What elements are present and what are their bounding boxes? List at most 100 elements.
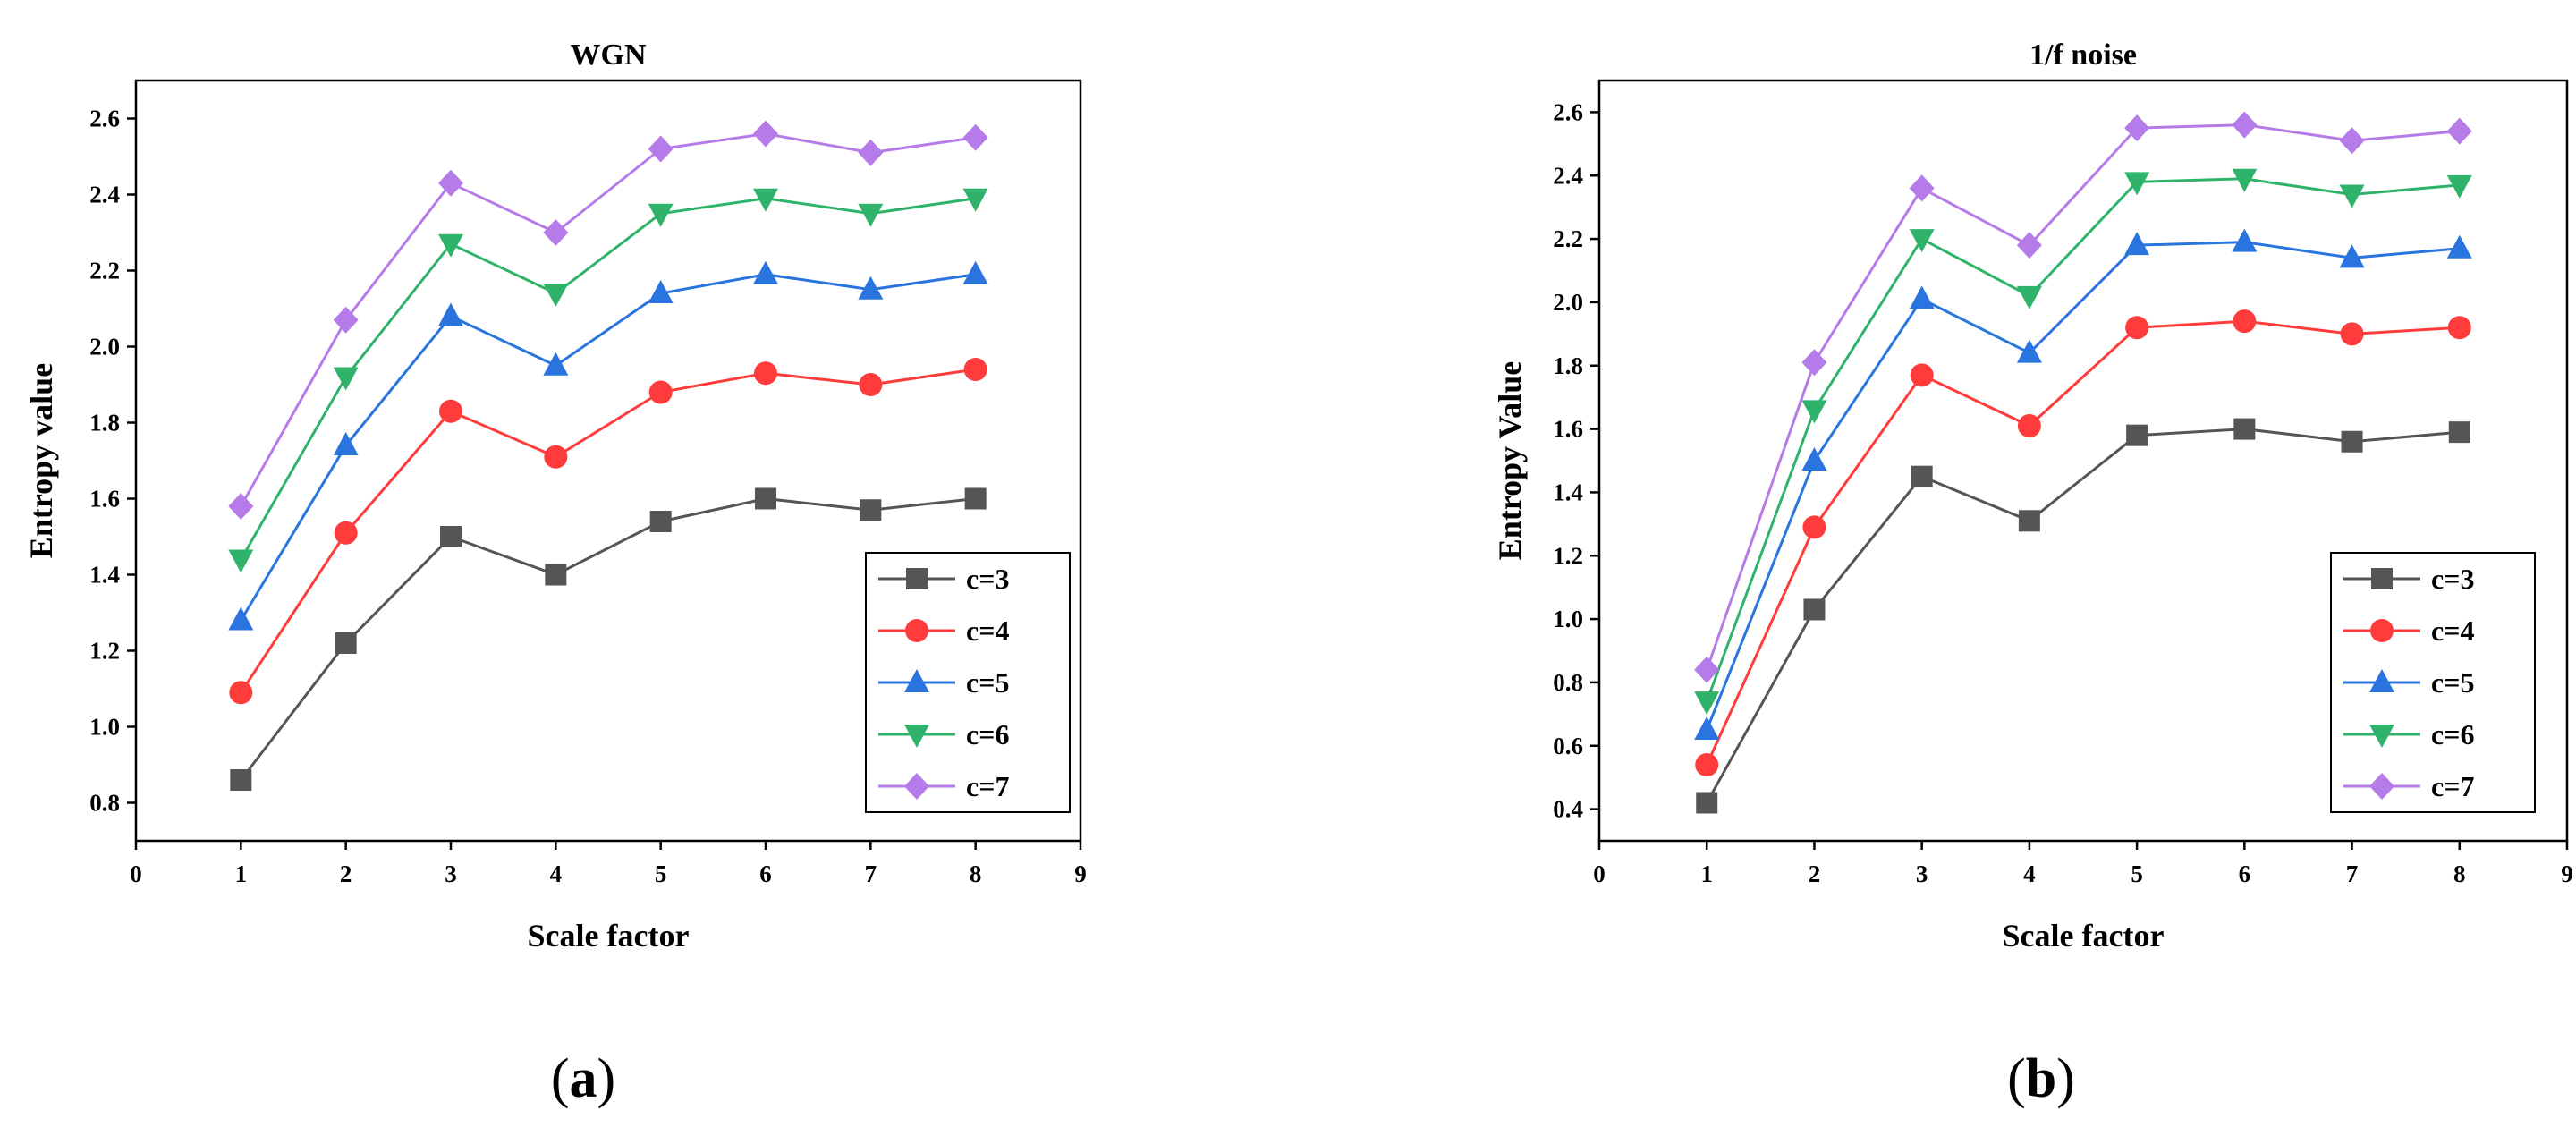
x-tick-label: 8 (970, 860, 982, 887)
x-tick-label: 2 (340, 860, 352, 887)
data-point (962, 123, 988, 151)
x-tick-label: 8 (2453, 860, 2466, 887)
data-point (334, 521, 358, 545)
series-c=3 (1696, 418, 2470, 814)
data-point (2339, 127, 2365, 155)
series-c=7 (1694, 111, 2472, 683)
data-point (859, 373, 883, 396)
x-tick-label: 4 (550, 860, 563, 887)
data-point (2340, 322, 2364, 346)
data-point (440, 526, 462, 547)
data-point (1911, 465, 1933, 487)
data-point (964, 487, 987, 510)
series-c=3 (230, 487, 987, 791)
data-point (2339, 184, 2365, 208)
x-tick-label: 0 (130, 860, 142, 887)
data-point (858, 139, 884, 166)
data-point (438, 169, 463, 197)
legend: c=3 c=4 c=5 c=6 c=7 (2330, 552, 2536, 813)
y-tick-label: 1.2 (89, 638, 120, 665)
series-line (1705, 177, 2460, 702)
y-axis-label: Entropy value (23, 363, 59, 558)
series-line (1705, 123, 2460, 671)
y-tick-label: 1.6 (89, 486, 120, 513)
y-tick-label: 1.6 (1553, 416, 1583, 443)
chart-title: WGN (571, 38, 647, 72)
y-tick-label: 2.4 (89, 182, 120, 208)
chart-panel-b: 1/f noise 0 1 2 3 4 5 6 7 8 9 0.4 0.6 0.8 1.0 1.2 1.4 1.6… (1492, 38, 2573, 1109)
y-tick-label: 2.2 (1553, 225, 1583, 252)
data-point (858, 203, 884, 227)
x-tick-label: 3 (445, 860, 457, 887)
data-point (1694, 716, 1720, 741)
x-tick-label: 7 (865, 860, 877, 887)
legend-marker (2370, 619, 2394, 642)
data-point (1694, 656, 1720, 683)
y-tick-label: 1.4 (1553, 479, 1583, 505)
data-point (2446, 234, 2472, 259)
data-point (1694, 691, 1720, 716)
data-point (1909, 285, 1935, 309)
x-tick-label: 0 (1593, 860, 1606, 887)
data-point (2124, 172, 2150, 196)
data-point (648, 203, 674, 227)
legend-label: c=7 (966, 770, 1009, 802)
data-point (2124, 232, 2150, 256)
series-c=5 (1694, 228, 2472, 741)
data-point (2124, 114, 2150, 142)
series-line (1705, 428, 2460, 804)
data-point (1695, 753, 1719, 776)
data-point (1801, 349, 1827, 377)
y-tick-label: 0.8 (89, 790, 120, 817)
legend-label: c=6 (2431, 718, 2474, 750)
series-line (240, 368, 976, 694)
x-tick-label: 1 (235, 860, 248, 887)
y-tick-label: 1.8 (1553, 352, 1583, 379)
legend-label: c=6 (966, 718, 1009, 750)
x-tick-label: 3 (1916, 860, 1928, 887)
y-tick-label: 2.0 (1553, 289, 1583, 316)
legend-label: c=3 (966, 563, 1009, 595)
series-line (1705, 319, 2460, 766)
data-point (1802, 515, 1826, 539)
y-tick-label: 1.2 (1553, 542, 1583, 569)
data-point (333, 432, 359, 455)
y-tick-label: 2.6 (1553, 98, 1583, 125)
series-line (240, 197, 976, 561)
y-tick-label: 2.4 (1553, 162, 1583, 189)
data-point (1696, 792, 1718, 814)
data-point (543, 219, 569, 246)
data-point (755, 487, 776, 510)
legend-marker (904, 669, 929, 692)
panel-label: (b) (2007, 1048, 2075, 1109)
y-tick-label: 1.4 (89, 562, 120, 589)
data-point (860, 499, 882, 521)
y-tick-label: 1.8 (89, 410, 120, 437)
chart-panel-a: WGN 0 1 2 3 4 5 6 7 8 9 0.8 1.0 1.2 1.4 1.6 1.8 2.0 2.2 2.4… (23, 38, 1087, 1109)
data-point (2448, 421, 2470, 444)
legend-marker (2369, 773, 2394, 800)
data-point (333, 367, 359, 391)
data-point (228, 493, 254, 520)
x-tick-label: 9 (2561, 860, 2573, 887)
data-point (229, 681, 253, 705)
data-point (753, 260, 778, 284)
data-point (2446, 174, 2472, 199)
data-point (2341, 430, 2363, 453)
plot-frame (134, 79, 1082, 843)
x-tick-label: 7 (2346, 860, 2359, 887)
data-point (2233, 309, 2257, 334)
x-tick-label: 5 (2131, 860, 2143, 887)
x-axis-label: Scale factor (528, 918, 690, 954)
y-axis-label: Entropy Value (1492, 361, 1528, 560)
x-axis-label: Scale factor (2003, 918, 2165, 954)
data-point (2017, 414, 2041, 438)
data-point (2232, 168, 2258, 192)
data-point (333, 306, 359, 334)
legend-label: c=5 (966, 666, 1009, 699)
series-line (1705, 241, 2460, 731)
x-tick-label: 9 (1074, 860, 1087, 887)
data-point (2447, 316, 2471, 340)
series-line (240, 131, 976, 507)
data-point (438, 302, 463, 326)
